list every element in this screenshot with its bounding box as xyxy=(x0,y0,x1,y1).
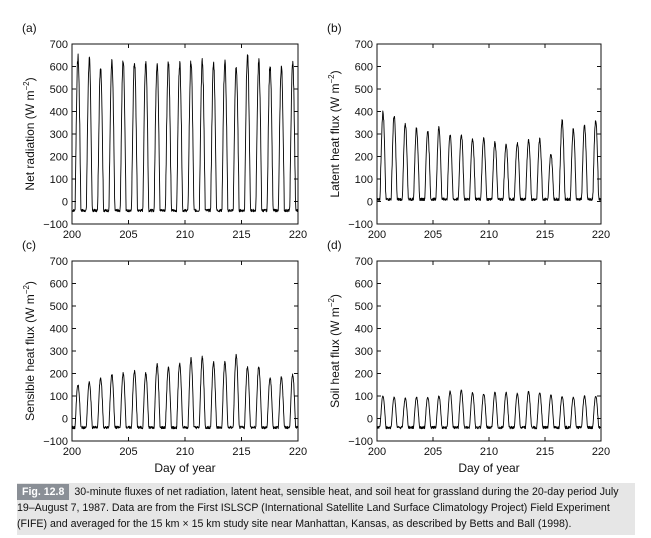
y-tick-label: 700 xyxy=(355,39,373,51)
y-tick-label: 600 xyxy=(50,62,68,74)
y-axis-label: Soil heat flux (W m−2) xyxy=(327,294,342,408)
x-axis-label: Day of year xyxy=(458,461,519,475)
series-line xyxy=(72,54,298,212)
x-tick-label: 205 xyxy=(424,446,442,458)
y-tick-label: 100 xyxy=(50,174,68,186)
y-tick-label: 300 xyxy=(50,129,68,141)
plot-frame xyxy=(72,261,298,441)
panel-label: (a) xyxy=(22,21,37,35)
y-tick-label: 100 xyxy=(50,391,68,403)
x-tick-label: 200 xyxy=(63,446,81,458)
y-tick-label: 200 xyxy=(355,369,373,381)
x-tick-label: 215 xyxy=(536,446,554,458)
series-line xyxy=(377,111,601,201)
y-tick-label: 400 xyxy=(355,324,373,336)
series-line xyxy=(72,354,298,429)
x-tick-label: 215 xyxy=(536,229,554,241)
x-tick-label: 200 xyxy=(63,229,81,241)
y-tick-label: 600 xyxy=(50,279,68,291)
y-tick-label: 100 xyxy=(355,174,373,186)
x-tick-label: 205 xyxy=(424,229,442,241)
plot-frame xyxy=(72,44,298,224)
y-tick-label: 200 xyxy=(50,369,68,381)
y-tick-label: 300 xyxy=(355,346,373,358)
y-tick-label: 500 xyxy=(50,301,68,313)
y-tick-label: 200 xyxy=(50,152,68,164)
x-tick-label: 205 xyxy=(119,446,137,458)
y-tick-label: 100 xyxy=(355,391,373,403)
y-tick-label: 200 xyxy=(355,152,373,164)
x-tick-label: 210 xyxy=(176,446,194,458)
y-tick-label: 400 xyxy=(50,107,68,119)
y-tick-label: 500 xyxy=(355,84,373,96)
y-axis-label: Latent heat flux (W m−2) xyxy=(327,70,342,197)
y-tick-label: 400 xyxy=(355,107,373,119)
y-tick-label: 300 xyxy=(50,346,68,358)
x-axis-label: Day of year xyxy=(154,461,215,475)
y-tick-label: 300 xyxy=(355,129,373,141)
x-tick-label: 210 xyxy=(480,446,498,458)
caption-text: 30-minute fluxes of net radiation, laten… xyxy=(17,486,619,530)
plot-frame xyxy=(377,44,601,224)
x-tick-label: 220 xyxy=(289,229,307,241)
plot-frame xyxy=(377,261,601,441)
x-tick-label: 200 xyxy=(368,446,386,458)
x-tick-label: 210 xyxy=(176,229,194,241)
y-tick-label: 400 xyxy=(50,324,68,336)
panel-label: (c) xyxy=(22,238,36,252)
x-tick-label: 205 xyxy=(119,229,137,241)
caption-figure-tag: Fig. 12.8 xyxy=(17,484,69,500)
panel-label: (b) xyxy=(327,21,342,35)
y-tick-label: 700 xyxy=(50,39,68,51)
x-tick-label: 215 xyxy=(232,229,250,241)
y-tick-label: 0 xyxy=(367,197,373,209)
panel-label: (d) xyxy=(327,238,342,252)
series-line xyxy=(377,390,601,429)
y-tick-label: 700 xyxy=(355,256,373,268)
x-tick-label: 220 xyxy=(592,229,610,241)
y-tick-label: 0 xyxy=(367,414,373,426)
y-tick-label: 600 xyxy=(355,279,373,291)
x-tick-label: 215 xyxy=(232,446,250,458)
y-tick-label: 700 xyxy=(50,256,68,268)
y-tick-label: 500 xyxy=(50,84,68,96)
x-tick-label: 220 xyxy=(289,446,307,458)
y-tick-label: 500 xyxy=(355,301,373,313)
y-tick-label: 600 xyxy=(355,62,373,74)
y-axis-label: Sensible heat flux (W m−2) xyxy=(22,281,37,421)
y-axis-label: Net radiation (W m−2) xyxy=(22,77,37,190)
figure-caption: Fig. 12.8 30-minute fluxes of net radiati… xyxy=(17,483,635,535)
y-tick-label: 0 xyxy=(62,197,68,209)
x-tick-label: 210 xyxy=(480,229,498,241)
x-tick-label: 220 xyxy=(592,446,610,458)
y-tick-label: 0 xyxy=(62,414,68,426)
x-tick-label: 200 xyxy=(368,229,386,241)
